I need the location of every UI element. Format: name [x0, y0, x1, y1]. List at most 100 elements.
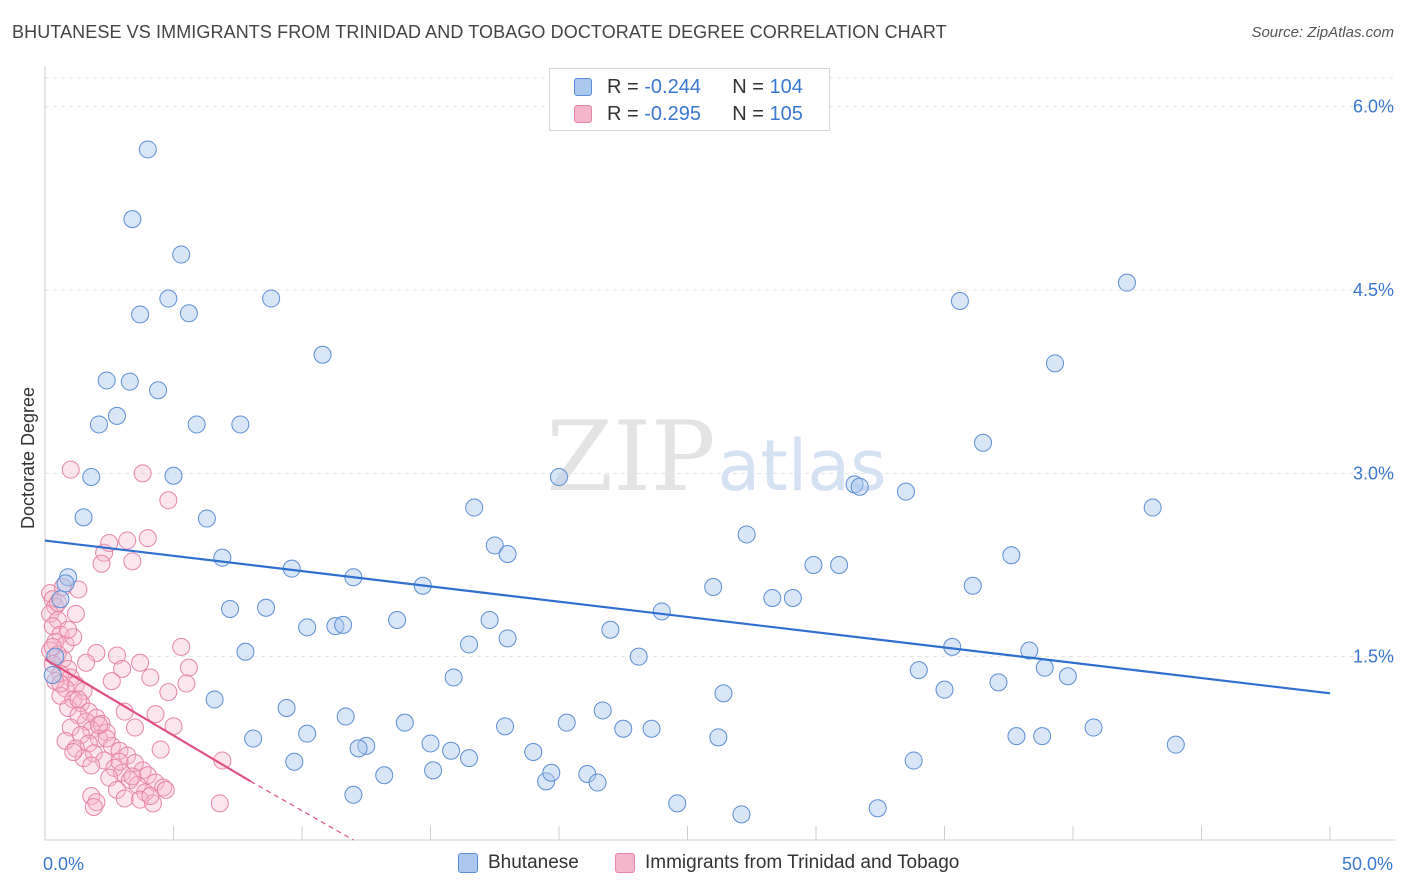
x-tick-label: 0.0%	[43, 854, 84, 874]
legend-item-immigrants[interactable]: Immigrants from Trinidad and Tobago	[615, 852, 959, 874]
bhutanese-point	[123, 210, 142, 229]
legend-item-bhutanese[interactable]: Bhutanese	[458, 852, 579, 874]
immigrants-point	[87, 793, 106, 812]
bhutanese-point	[550, 468, 568, 486]
bhutanese-point	[485, 536, 504, 555]
legend-label: Immigrants from Trinidad and Tobago	[645, 852, 960, 873]
bhutanese-point	[205, 690, 224, 709]
bhutanese-point	[868, 799, 887, 818]
immigrants-point	[92, 554, 111, 573]
bhutanese-point	[732, 805, 751, 824]
bhutanese-point	[963, 576, 982, 595]
immigrants-point	[66, 604, 85, 623]
bhutanese-point	[460, 635, 479, 654]
bhutanese-point	[277, 699, 296, 717]
immigrants-point	[107, 646, 126, 665]
bhutanese-point	[159, 289, 178, 308]
bhutanese-point	[974, 433, 993, 452]
bhutanese-point	[668, 794, 687, 813]
immigrants-point	[159, 683, 178, 702]
watermark-zip: ZIP	[546, 401, 715, 513]
immigrants-point	[146, 705, 165, 724]
bhutanese-point	[395, 713, 414, 732]
axes	[44, 66, 1395, 841]
bhutanese-point	[120, 372, 139, 391]
bhutanese-point	[298, 724, 317, 743]
immigrants-point	[82, 756, 101, 775]
bhutanese-point	[496, 717, 515, 736]
n-value: 105	[769, 102, 803, 125]
bhutanese-point	[737, 525, 756, 544]
bhutanese-point	[236, 642, 255, 661]
immigrants-point	[61, 718, 80, 737]
immigrants-point	[115, 789, 134, 808]
n-label: N =	[732, 102, 764, 125]
immigrants-point	[69, 690, 88, 709]
immigrants-point	[77, 653, 96, 672]
bhutanese-point	[1035, 658, 1054, 677]
immigrants-point	[125, 718, 144, 737]
bhutanese-point	[244, 729, 263, 748]
immigrants-point	[210, 794, 229, 813]
bhutanese-point	[542, 763, 561, 782]
bhutanese-point	[804, 556, 823, 574]
bhutanese-point	[850, 477, 869, 496]
bhutanese-point	[524, 743, 543, 761]
source-label: Source: ZipAtlas.com	[1251, 24, 1394, 41]
immigrants-point	[110, 752, 129, 771]
bhutanese-point	[629, 647, 648, 666]
bhutanese-point	[989, 673, 1008, 692]
r-label: R =	[607, 75, 639, 98]
bhutanese-point	[97, 371, 116, 390]
series-legend: Bhutanese Immigrants from Trinidad and T…	[0, 852, 1406, 878]
bhutanese-point	[375, 766, 394, 785]
immigrants-point	[154, 778, 173, 797]
bhutanese-point	[82, 468, 101, 486]
bhutanese-point	[221, 600, 240, 618]
immigrants-point	[159, 491, 178, 510]
bhutanese-point	[313, 345, 332, 364]
bhutanese-point	[257, 598, 276, 617]
bhutanese-point	[480, 611, 499, 629]
bhutanese-point	[704, 578, 723, 596]
r-label: R =	[607, 102, 639, 125]
bhutanese-point	[231, 415, 250, 434]
immigrants-point	[74, 749, 93, 768]
bhutanese-point	[344, 785, 363, 804]
immigrants-point	[102, 672, 121, 691]
series-bhutanese-points	[43, 140, 1185, 824]
bhutanese-point	[349, 739, 368, 758]
bhutanese-point	[388, 611, 407, 629]
bhutanese-point	[1046, 354, 1065, 373]
bhutanese-point	[336, 707, 355, 726]
bhutanese-point	[187, 415, 206, 434]
immigrants-point	[113, 659, 132, 678]
legend-row-bhutanese: R = -0.244 N = 104	[574, 75, 803, 99]
bhutanese-point	[537, 772, 556, 791]
bhutanese-point	[614, 719, 633, 738]
bhutanese-point	[326, 617, 345, 636]
y-tick-label: 1.5%	[1353, 647, 1394, 667]
immigrants-point	[156, 780, 175, 799]
bhutanese-point	[149, 381, 168, 400]
immigrants-point	[82, 787, 101, 805]
bhutanese-point	[465, 498, 484, 517]
immigrants-point	[118, 531, 137, 550]
bhutanese-point	[935, 680, 954, 699]
r-value: -0.244	[644, 75, 701, 98]
bhutanese-point	[334, 615, 353, 634]
grid-lines	[45, 77, 1395, 658]
bhutanese-point	[588, 773, 607, 792]
r-value: -0.295	[644, 102, 701, 125]
bhutanese-point	[845, 475, 864, 494]
bhutanese-point	[830, 556, 849, 574]
bhutanese-point	[107, 406, 126, 425]
legend-row-immigrants: R = -0.295 N = 105	[574, 102, 803, 126]
bhutanese-point	[950, 292, 969, 310]
bhutanese-point	[763, 589, 782, 607]
bhutanese-point	[51, 590, 70, 609]
legend-swatch-pink	[615, 853, 635, 873]
legend-swatch-blue	[574, 78, 592, 96]
bhutanese-point	[1020, 641, 1039, 660]
